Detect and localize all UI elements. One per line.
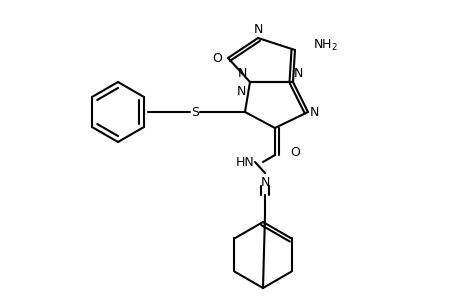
- Text: N: N: [236, 85, 246, 98]
- Text: O: O: [289, 146, 299, 158]
- Text: N: N: [237, 67, 246, 80]
- Text: S: S: [190, 106, 199, 118]
- Text: N: N: [293, 67, 303, 80]
- Text: N: N: [260, 176, 269, 188]
- Text: HN: HN: [236, 155, 254, 169]
- Text: NH$_2$: NH$_2$: [312, 38, 337, 52]
- Text: N: N: [253, 23, 262, 36]
- Text: N: N: [309, 106, 319, 118]
- Text: O: O: [212, 52, 222, 64]
